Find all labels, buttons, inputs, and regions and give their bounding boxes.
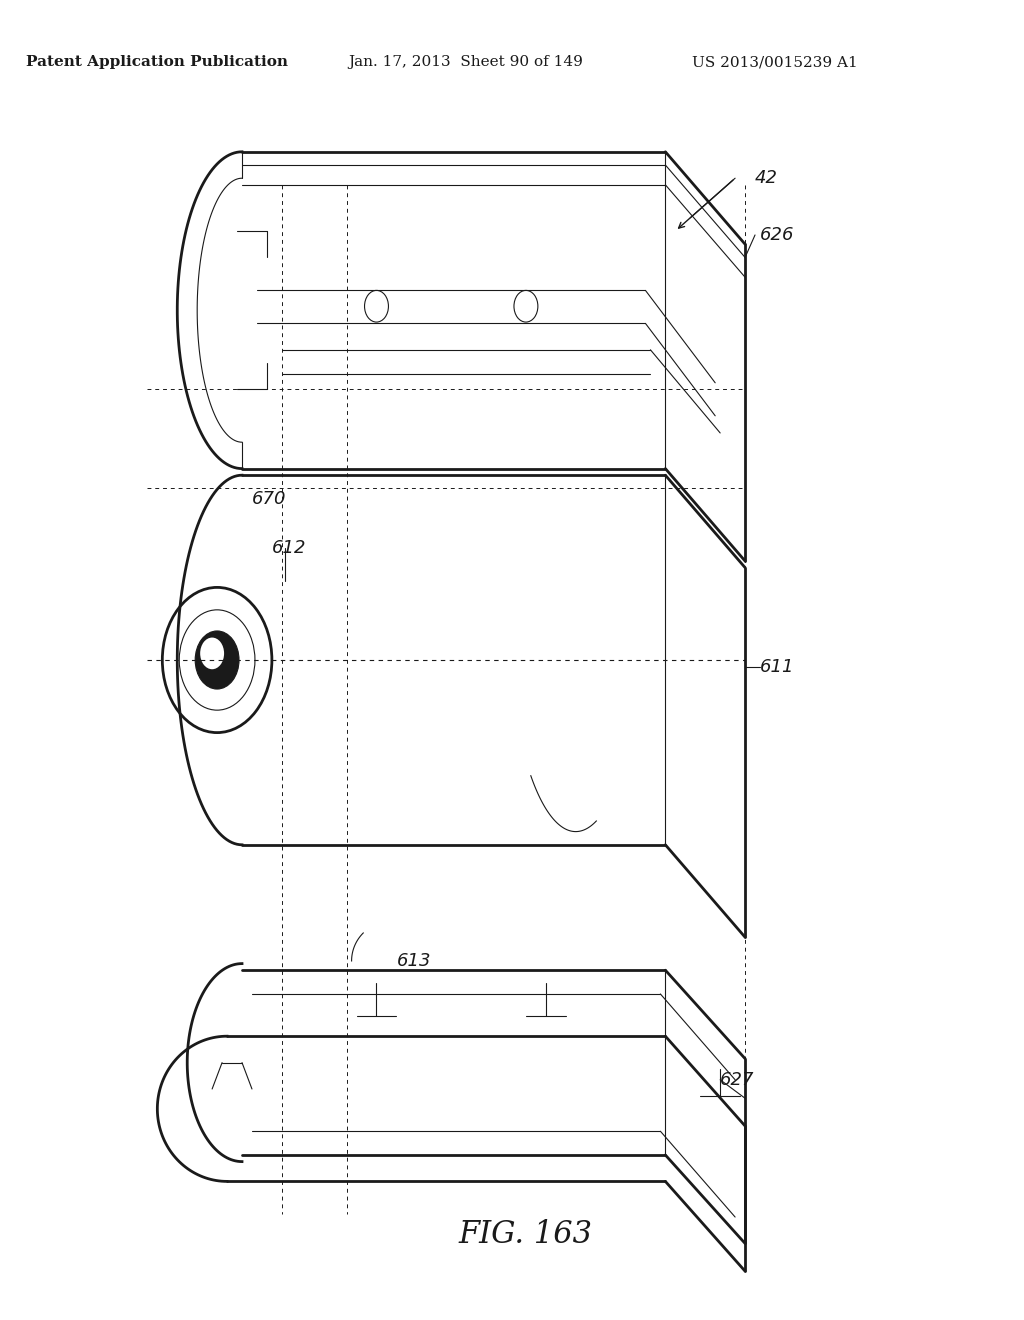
Text: 627: 627 — [720, 1071, 755, 1089]
Text: Patent Application Publication: Patent Application Publication — [27, 55, 289, 69]
Text: 611: 611 — [760, 657, 795, 676]
Text: US 2013/0015239 A1: US 2013/0015239 A1 — [692, 55, 858, 69]
Text: 612: 612 — [272, 539, 306, 557]
Text: FIG. 163: FIG. 163 — [459, 1218, 593, 1250]
Text: 42: 42 — [755, 169, 778, 187]
Text: 670: 670 — [252, 490, 287, 508]
Text: 626: 626 — [760, 226, 795, 244]
Text: 613: 613 — [396, 952, 431, 970]
Text: Jan. 17, 2013  Sheet 90 of 149: Jan. 17, 2013 Sheet 90 of 149 — [349, 55, 584, 69]
Circle shape — [196, 631, 239, 689]
Circle shape — [200, 638, 224, 669]
